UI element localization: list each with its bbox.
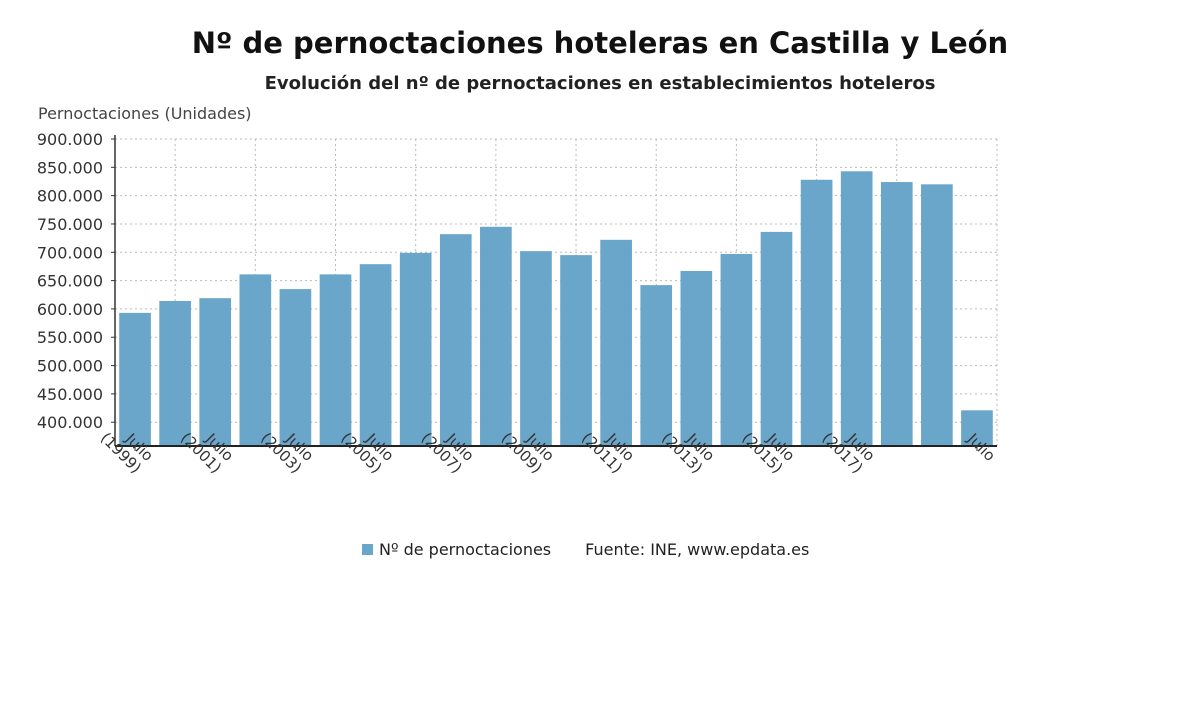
bar xyxy=(880,182,913,446)
bar xyxy=(480,226,512,446)
y-tick-label: 550.000 xyxy=(37,328,103,347)
y-tick-label: 850.000 xyxy=(37,158,103,177)
bar xyxy=(921,184,953,446)
bar xyxy=(840,171,873,446)
legend-label: Nº de pernoctaciones xyxy=(379,540,552,559)
chart-title: Nº de pernoctaciones hoteleras en Castil… xyxy=(191,26,1009,60)
y-axis-label: Pernoctaciones (Unidades) xyxy=(38,104,252,123)
y-tick-label: 900.000 xyxy=(37,130,103,149)
bar xyxy=(800,179,833,446)
bar xyxy=(199,298,232,446)
bar xyxy=(279,289,312,446)
y-tick-label: 650.000 xyxy=(37,272,103,291)
bar xyxy=(760,231,793,446)
legend-swatch xyxy=(362,544,373,555)
y-tick-label: 700.000 xyxy=(37,243,103,262)
y-tick-label: 800.000 xyxy=(37,187,103,206)
bar xyxy=(359,264,392,446)
bar xyxy=(600,239,632,446)
bar xyxy=(159,300,191,446)
y-tick-label: 500.000 xyxy=(37,357,103,376)
bar xyxy=(961,410,993,446)
y-tick-label: 450.000 xyxy=(37,385,103,404)
bar xyxy=(439,234,472,446)
y-tick-label: 750.000 xyxy=(37,215,103,234)
bar xyxy=(119,312,151,446)
bar xyxy=(399,252,432,446)
legend: Nº de pernoctaciones Fuente: INE, www.ep… xyxy=(362,540,809,559)
source-note: Fuente: INE, www.epdata.es xyxy=(585,540,810,559)
bar xyxy=(520,251,552,446)
bar xyxy=(680,270,713,446)
bar xyxy=(560,255,592,446)
bar xyxy=(720,253,753,446)
y-tick-label: 400.000 xyxy=(37,413,103,432)
bar xyxy=(319,274,352,446)
bar xyxy=(640,285,673,446)
chart-subtitle: Evolución del nº de pernoctaciones en es… xyxy=(264,73,936,94)
y-tick-label: 600.000 xyxy=(37,300,103,319)
bar xyxy=(239,274,272,446)
